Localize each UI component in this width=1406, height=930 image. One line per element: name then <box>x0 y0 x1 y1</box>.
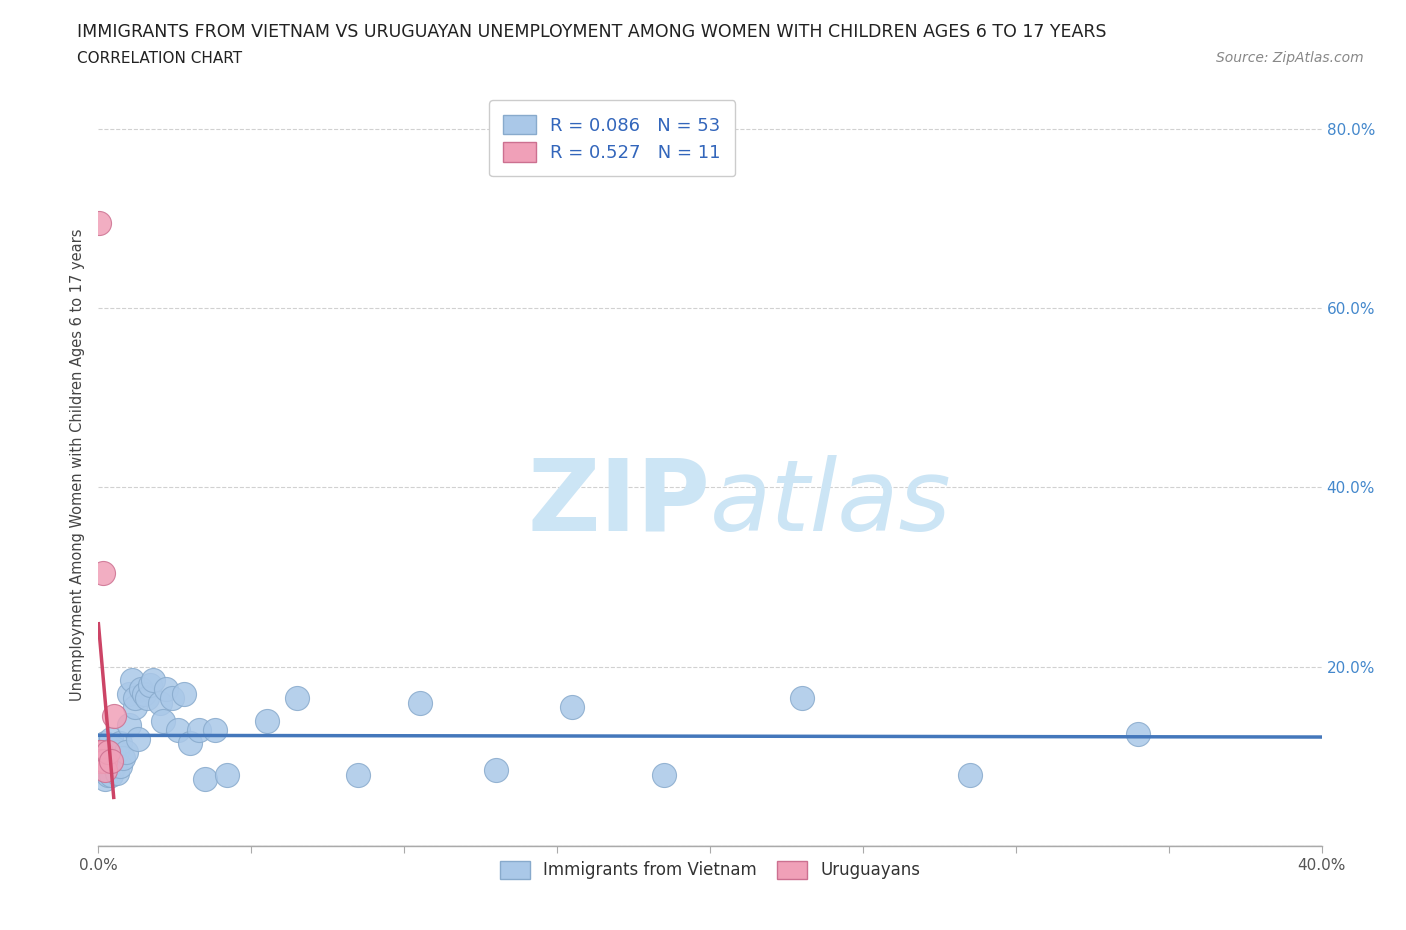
Point <box>103 740 125 755</box>
Y-axis label: Unemployment Among Women with Children Ages 6 to 17 years: Unemployment Among Women with Children A… <box>70 229 86 701</box>
Point <box>118 718 141 733</box>
Point <box>108 758 131 773</box>
Point <box>103 758 125 773</box>
Point <box>93 758 115 773</box>
Point <box>111 751 134 765</box>
Point <box>97 758 120 773</box>
Point <box>91 753 114 768</box>
Point <box>561 699 583 714</box>
Point <box>347 767 370 782</box>
Point <box>194 772 217 787</box>
Point <box>115 745 138 760</box>
Point <box>100 753 122 768</box>
Point <box>127 731 149 746</box>
Point <box>285 691 308 706</box>
Point <box>959 767 981 782</box>
Point <box>485 763 508 777</box>
Point <box>93 736 115 751</box>
Point <box>97 767 120 782</box>
Point <box>105 765 128 780</box>
Point <box>152 713 174 728</box>
Point <box>90 745 112 760</box>
Point <box>97 745 120 760</box>
Point <box>139 677 162 692</box>
Point <box>134 686 156 701</box>
Point <box>179 736 201 751</box>
Point <box>121 673 143 688</box>
Point <box>790 691 813 706</box>
Point <box>408 696 430 711</box>
Point <box>136 691 159 706</box>
Point <box>167 723 190 737</box>
Point <box>142 673 165 688</box>
Point <box>97 745 120 760</box>
Point <box>215 767 238 782</box>
Point <box>173 686 195 701</box>
Point <box>160 691 183 706</box>
Point <box>90 763 112 777</box>
Point <box>89 750 111 764</box>
Text: IMMIGRANTS FROM VIETNAM VS URUGUAYAN UNEMPLOYMENT AMONG WOMEN WITH CHILDREN AGES: IMMIGRANTS FROM VIETNAM VS URUGUAYAN UNE… <box>77 23 1107 41</box>
Point <box>87 216 110 231</box>
Point <box>129 682 152 697</box>
Point <box>100 753 122 768</box>
Point <box>149 696 172 711</box>
Point <box>1128 726 1150 741</box>
Point <box>105 745 128 760</box>
Point <box>100 767 122 782</box>
Point <box>118 686 141 701</box>
Point <box>188 723 211 737</box>
Point <box>90 740 112 755</box>
Text: Source: ZipAtlas.com: Source: ZipAtlas.com <box>1216 51 1364 65</box>
Text: ZIP: ZIP <box>527 455 710 551</box>
Point <box>155 682 177 697</box>
Point <box>108 736 131 751</box>
Point <box>91 565 114 580</box>
Point <box>124 699 146 714</box>
Point <box>204 723 226 737</box>
Point <box>90 753 112 768</box>
Point <box>100 731 122 746</box>
Point <box>256 713 278 728</box>
Legend: Immigrants from Vietnam, Uruguayans: Immigrants from Vietnam, Uruguayans <box>492 852 928 887</box>
Point <box>93 772 115 787</box>
Point <box>89 745 111 760</box>
Point <box>93 753 115 768</box>
Point <box>89 745 111 760</box>
Point <box>103 709 125 724</box>
Point <box>124 691 146 706</box>
Point <box>93 763 115 777</box>
Text: atlas: atlas <box>710 455 952 551</box>
Text: CORRELATION CHART: CORRELATION CHART <box>77 51 242 66</box>
Point <box>652 767 675 782</box>
